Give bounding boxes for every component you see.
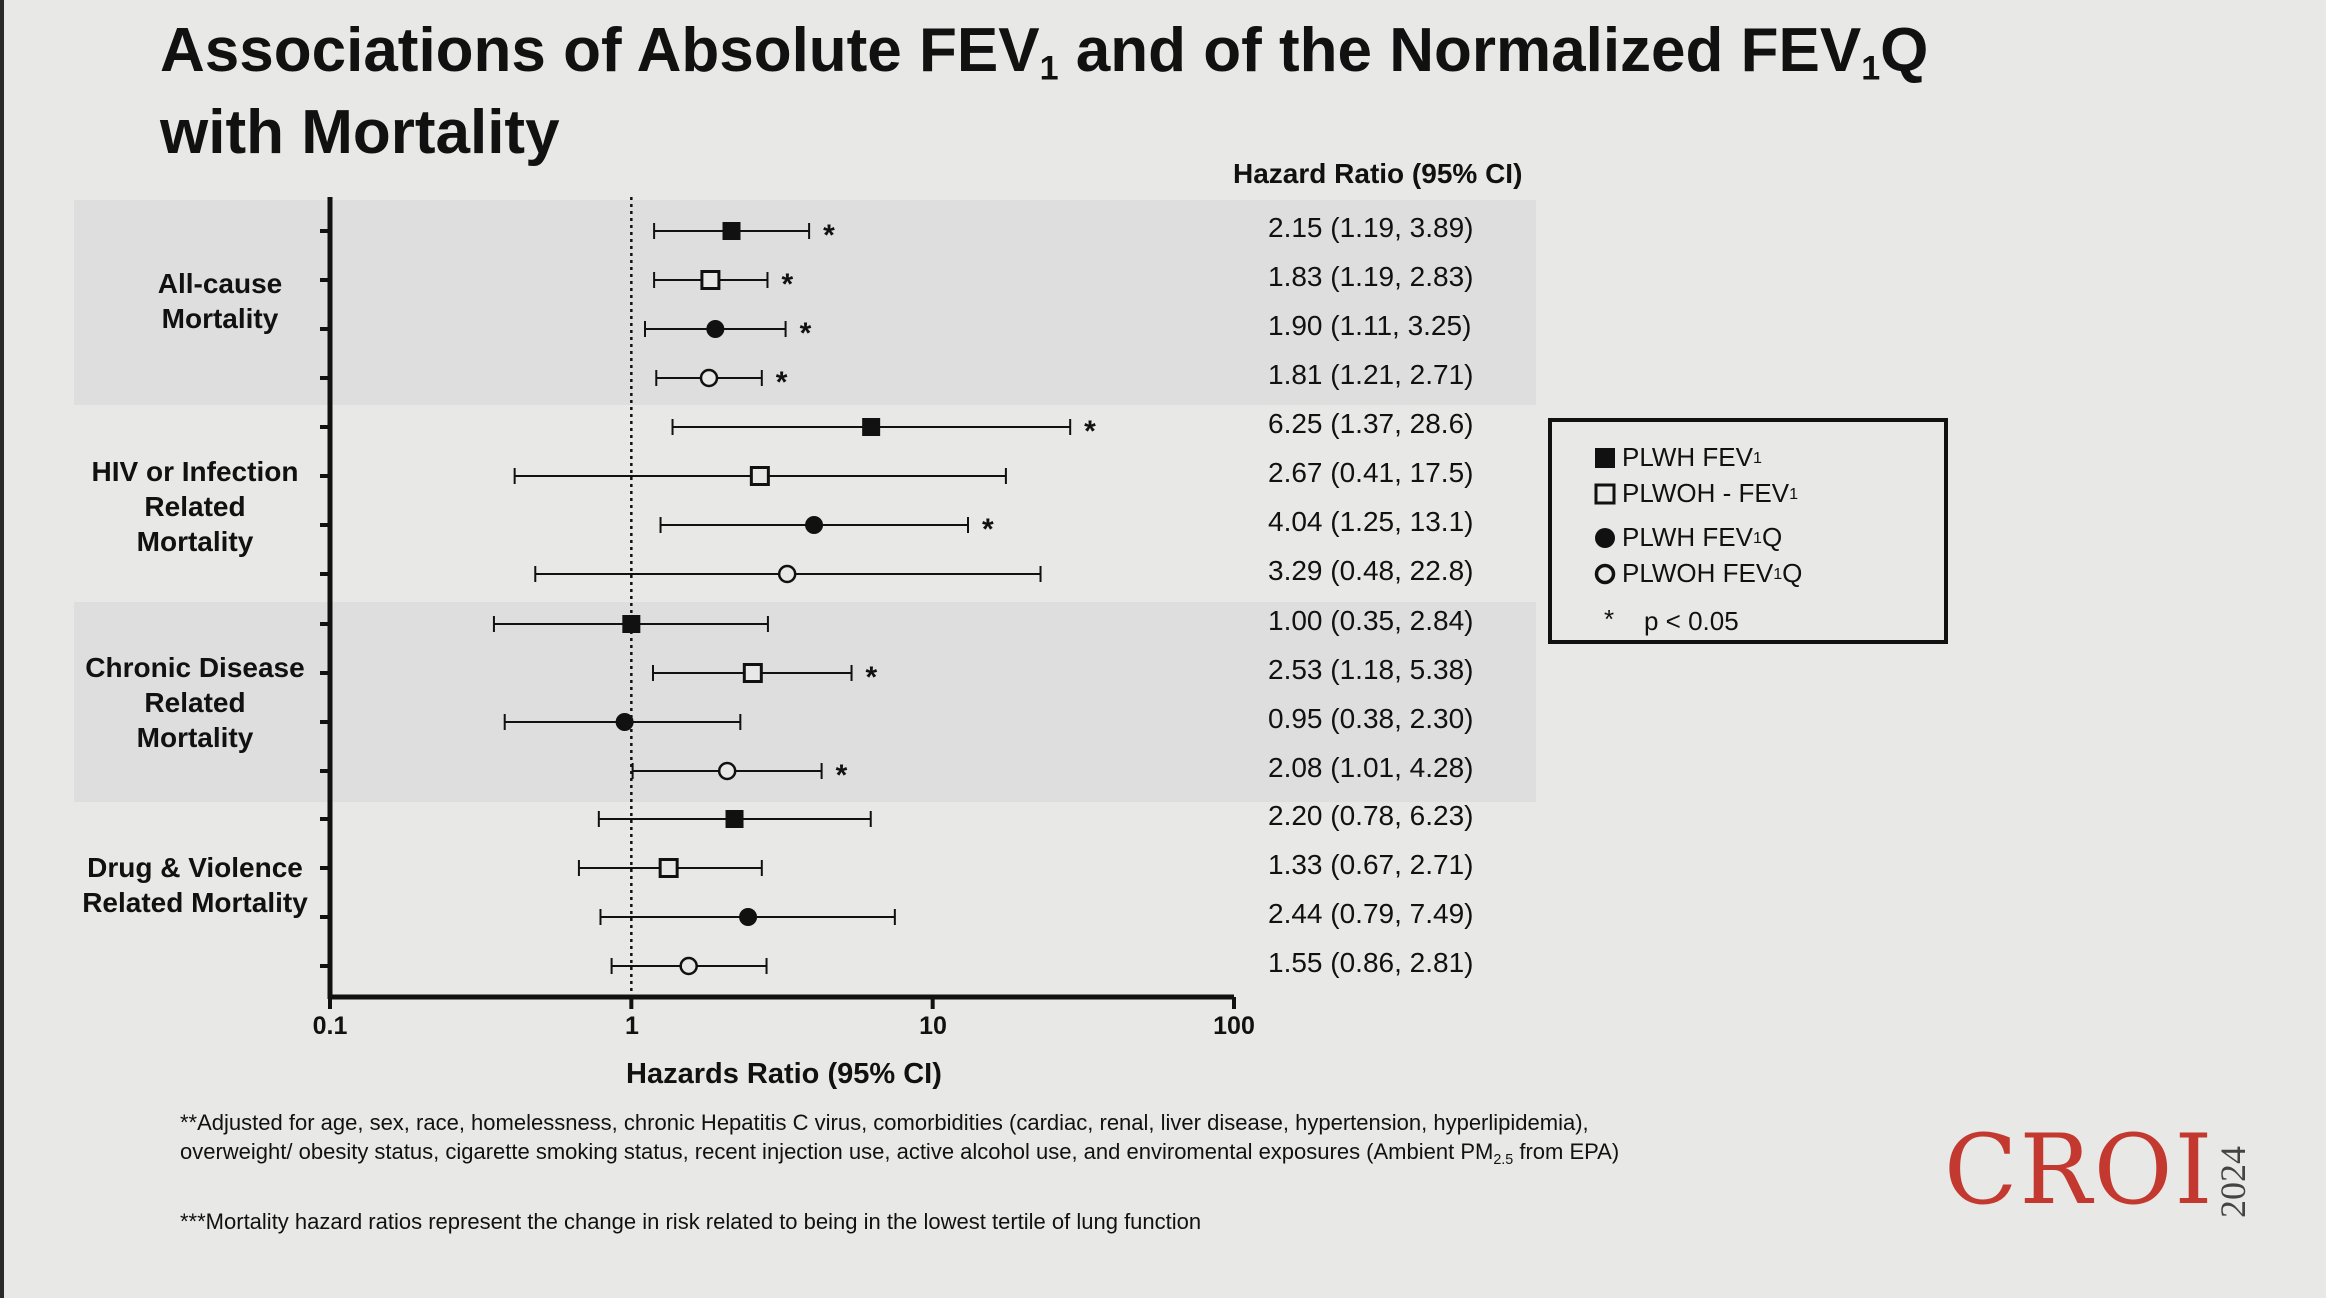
- point-filled-circle: [739, 908, 758, 926]
- hr-value: 1.33 (0.67, 2.71): [1268, 849, 1474, 880]
- legend-item-plwh-fev1q: PLWH FEV 1 Q: [1594, 522, 1782, 553]
- hr-value: 2.20 (0.78, 6.23): [1268, 800, 1474, 831]
- legend-item-plwoh-fev1: PLWOH - FEV 1: [1594, 478, 1798, 509]
- filled-square-icon: [1595, 447, 1615, 468]
- hr-value: 3.29 (0.48, 22.8): [1268, 555, 1474, 586]
- point-filled-circle: [615, 713, 634, 731]
- significance-star: *: [982, 513, 994, 546]
- hr-value: 2.67 (0.41, 17.5): [1268, 457, 1474, 488]
- title-part: and of the Normalized FEV: [1058, 16, 1862, 85]
- title-part: Associations of Absolute FEV: [160, 16, 1040, 85]
- significance-star: *: [823, 219, 835, 252]
- footnote-subscript: 2.5: [1493, 1152, 1514, 1168]
- hr-value: 6.25 (1.37, 28.6): [1268, 408, 1474, 439]
- hr-value: 2.53 (1.18, 5.38): [1268, 654, 1474, 685]
- hr-column-header: Hazard Ratio (95% CI): [1233, 158, 1523, 189]
- legend: PLWH FEV 1 PLWOH - FEV 1 PLWH FEV 1 Q PLWOH …: [1548, 418, 1948, 644]
- x-tick-label: 0.1: [312, 1012, 348, 1040]
- hr-value: 1.83 (1.19, 2.83): [1268, 261, 1474, 292]
- slide-title: Associations of Absolute FEV1 and of the…: [160, 10, 2160, 174]
- group-band-all-cause: [74, 200, 1536, 405]
- hr-value: 1.00 (0.35, 2.84): [1268, 605, 1474, 636]
- point-open-circle: [679, 956, 698, 976]
- footnote-adjustment: **Adjusted for age, sex, race, homelessn…: [180, 1108, 1660, 1168]
- point-open-square: [658, 858, 679, 878]
- group-label-line: All-cause: [157, 268, 283, 299]
- footnote-text: **Adjusted for age, sex, race, homelessn…: [180, 1110, 1589, 1164]
- legend-text: PLWOH - FEV: [1622, 478, 1790, 508]
- open-square-icon: [1594, 483, 1616, 504]
- group-label-line: Related Mortality: [82, 887, 308, 918]
- x-tick-label: 10: [919, 1012, 947, 1040]
- point-open-square: [700, 270, 721, 290]
- legend-item-plwh-fev1: PLWH FEV 1: [1594, 442, 1762, 473]
- legend-text: PLWH FEV: [1622, 442, 1753, 472]
- group-label-line: Related: [144, 491, 246, 522]
- title-line-2: with Mortality: [160, 98, 560, 167]
- point-filled-circle: [706, 320, 725, 338]
- x-tick-label: 1: [625, 1012, 639, 1040]
- point-filled-circle: [805, 516, 824, 534]
- point-filled-square: [862, 418, 881, 436]
- hr-value: 2.08 (1.01, 4.28): [1268, 752, 1474, 783]
- legend-item-plwoh-fev1q: PLWOH FEV 1 Q: [1594, 558, 1802, 589]
- significance-star: *: [1084, 415, 1096, 448]
- hr-value: 2.44 (0.79, 7.49): [1268, 898, 1474, 929]
- hr-value: 1.81 (1.21, 2.71): [1268, 359, 1474, 390]
- point-open-square: [742, 663, 763, 683]
- group-label-line: HIV or Infection: [91, 456, 299, 487]
- group-label-line: Drug & Violence: [87, 852, 303, 883]
- group-label-drug: Drug & Violence Related Mortality: [70, 850, 320, 920]
- group-band-chronic: [74, 602, 1536, 802]
- point-filled-square: [722, 222, 741, 240]
- group-label-line: Related: [144, 687, 246, 718]
- filled-circle-icon: [1595, 527, 1615, 548]
- hr-value: 1.55 (0.86, 2.81): [1268, 947, 1474, 978]
- title-subscript: 1: [1039, 49, 1059, 88]
- group-label-line: Mortality: [136, 526, 254, 557]
- croi-logo-year: 2024: [2213, 1146, 2253, 1218]
- open-circle-icon: [1594, 563, 1616, 584]
- hr-value: 4.04 (1.25, 13.1): [1268, 506, 1474, 537]
- legend-sig-symbol: *: [1604, 604, 1615, 634]
- hr-value: 1.90 (1.11, 3.25): [1268, 310, 1472, 341]
- hr-value: 2.15 (1.19, 3.89): [1268, 212, 1474, 243]
- slide-left-edge: [0, 0, 4, 1298]
- title-part: Q: [1880, 16, 1929, 85]
- legend-text: PLWH FEV: [1622, 522, 1753, 552]
- significance-star: *: [781, 268, 793, 301]
- title-subscript: 1: [1861, 49, 1881, 88]
- group-label-line: Mortality: [161, 303, 279, 334]
- point-filled-square: [725, 810, 744, 828]
- significance-star: *: [800, 317, 812, 350]
- group-label-hiv: HIV or Infection Related Mortality: [70, 454, 320, 559]
- footnote-hazard-ratios: ***Mortality hazard ratios represent the…: [180, 1209, 1202, 1234]
- significance-star: *: [776, 366, 788, 399]
- point-open-circle: [777, 564, 797, 584]
- group-label-line: Chronic Disease: [85, 652, 305, 683]
- significance-star: *: [836, 759, 848, 792]
- legend-text: PLWOH FEV: [1622, 558, 1774, 588]
- x-tick-label: 100: [1213, 1012, 1255, 1040]
- croi-logo: CROI: [1944, 1114, 2215, 1226]
- group-label-line: Mortality: [136, 722, 254, 753]
- footnote-text: from EPA): [1513, 1139, 1620, 1164]
- group-label-all-cause: All-cause Mortality: [120, 266, 320, 336]
- point-open-circle: [717, 761, 737, 781]
- point-filled-square: [622, 615, 641, 633]
- hr-value: 0.95 (0.38, 2.30): [1268, 703, 1474, 734]
- legend-suffix: Q: [1782, 558, 1803, 588]
- legend-sig-text: p < 0.05: [1644, 606, 1739, 636]
- significance-star: *: [866, 661, 878, 694]
- group-label-chronic: Chronic Disease Related Mortality: [70, 650, 320, 755]
- point-open-circle: [699, 368, 719, 388]
- x-axis-title: Hazards Ratio (95% CI): [626, 1058, 942, 1090]
- point-open-square: [749, 466, 770, 486]
- legend-suffix: Q: [1761, 522, 1783, 552]
